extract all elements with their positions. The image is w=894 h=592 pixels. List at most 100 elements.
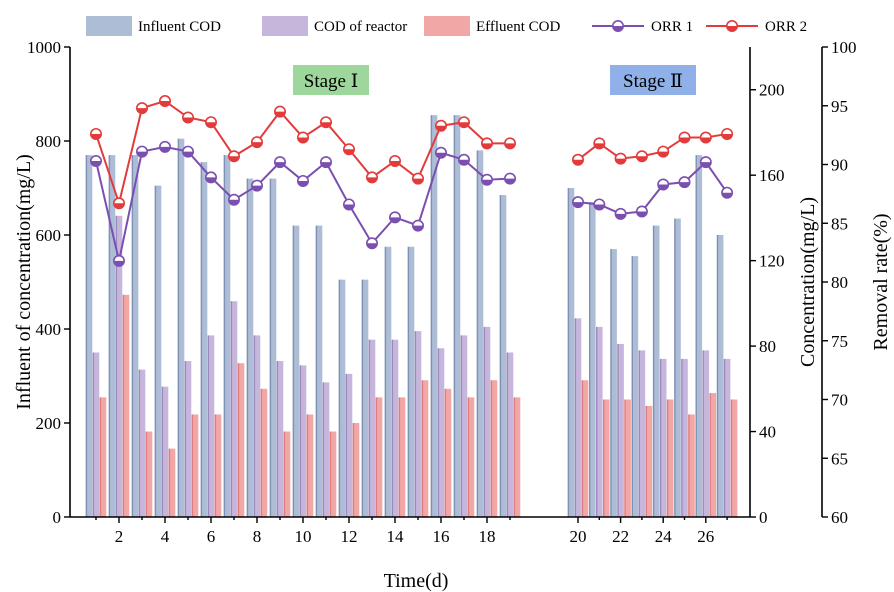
right-tick-label-160: 160 [759,166,785,185]
x-axis-title: Time(d) [384,570,449,592]
orr2-point-day-27 [721,127,734,140]
reactor-cod-bar-day-12 [345,373,353,517]
orr2-point-day-1 [90,127,103,140]
right-tick-label-40: 40 [759,423,776,442]
right-tick-label-0: 0 [759,508,768,527]
orr1-point-day-22 [614,207,627,220]
influent-cod-bar-day-3 [131,155,139,517]
effluent-cod-bar-day-2 [122,294,130,517]
orr1-point-day-14 [388,211,401,224]
legend-layer: Influent COD COD of reactor Effluent COD OR… [86,16,807,36]
removal-tick-label-75: 75 [831,332,848,351]
legend-label: ORR 1 [651,19,693,35]
legend-swatch [262,16,308,36]
removal-tick-label-65: 65 [831,449,848,468]
left-y-axis-title: Influent of concentration(mg/L) [13,154,35,409]
legend-item-2: COD of reactor [262,16,407,36]
reactor-cod-bar-day-2 [115,215,123,518]
left-tick-label-1000: 1000 [27,38,61,57]
orr1-point-day-21 [593,198,606,211]
legend-item-1: Influent COD [86,16,221,36]
reactor-cod-bar-day-18 [483,326,491,517]
left-tick-label-0: 0 [53,508,62,527]
right-tick-label-120: 120 [759,252,785,271]
reactor-cod-bar-day-3 [138,369,146,517]
reactor-cod-bar-day-8 [253,335,261,517]
effluent-cod-bar-day-22 [624,399,631,517]
reactor-cod-bar-day-25 [681,358,688,517]
influent-cod-bar-day-5 [177,138,185,517]
left-tick-label-600: 600 [36,226,62,245]
effluent-cod-bar-day-19 [513,397,521,517]
x-tick-label-10: 10 [295,527,312,546]
influent-cod-bar-day-8 [246,178,254,517]
legend-label: ORR 2 [765,19,807,35]
reactor-cod-bar-day-16 [437,348,445,517]
reactor-cod-bar-day-9 [276,361,284,517]
influent-cod-bar-day-21 [589,202,596,517]
orr2-point-day-25 [678,131,691,144]
right-tick-label-80: 80 [759,337,776,356]
orr2-point-day-2 [113,197,126,210]
orr2-point-day-21 [593,137,606,150]
influent-cod-bar-day-2 [108,155,116,517]
orr2-point-day-3 [136,102,149,115]
orr2-point-day-9 [273,105,286,118]
right-tick-label-200: 200 [759,81,785,100]
effluent-cod-bar-day-26 [709,393,717,517]
orr1-point-day-17 [457,153,470,166]
reactor-cod-bar-day-10 [299,365,307,517]
bars-layer [85,115,738,518]
x-tick-label-18: 18 [479,527,496,546]
orr2-point-day-15 [411,172,424,185]
influent-cod-bar-day-15 [407,246,415,517]
influent-cod-bar-day-16 [430,115,438,518]
effluent-cod-bar-day-14 [398,397,406,517]
orr2-point-day-6 [205,116,218,129]
stage-1-label: Stage Ⅰ [304,71,358,92]
orr2-point-day-24 [657,145,670,158]
orr1-point-day-20 [571,196,584,209]
orr2-point-day-4 [159,95,172,108]
effluent-cod-bar-day-9 [283,431,291,517]
orr2-point-day-20 [571,153,584,166]
reactor-cod-bar-day-19 [506,352,514,517]
reactor-cod-bar-day-1 [92,352,100,517]
reactor-cod-bar-day-14 [391,339,399,517]
effluent-cod-bar-day-24 [666,399,674,517]
orr1-point-day-24 [657,178,670,191]
reactor-cod-bar-day-4 [161,386,169,517]
effluent-cod-bar-day-1 [99,397,107,517]
influent-cod-bar-day-17 [453,115,461,518]
reactor-cod-bar-day-11 [322,382,330,517]
reactor-cod-bar-day-27 [723,358,731,517]
orr1-point-day-8 [251,179,264,192]
stage-1-background [293,65,369,95]
influent-cod-bar-day-14 [384,246,392,517]
stage-2-label: Stage Ⅱ [623,71,683,92]
orr2-point-day-11 [319,116,332,129]
removal-tick-label-90: 90 [831,156,848,175]
legend-label: COD of reactor [314,19,407,35]
reactor-cod-bar-day-15 [414,331,422,517]
influent-cod-bar-day-13 [361,279,369,517]
reactor-cod-bar-day-6 [207,335,215,517]
orr2-point-day-14 [388,154,401,167]
orr1-point-day-9 [273,156,286,169]
orr1-point-day-4 [159,140,172,153]
x-tick-label-2: 2 [115,527,124,546]
reactor-cod-bar-day-21 [596,326,603,517]
influent-cod-bar-day-22 [610,249,617,517]
orr1-point-day-16 [434,146,447,159]
influent-cod-bar-day-4 [154,185,162,517]
effluent-cod-bar-day-5 [191,414,199,517]
removal-tick-label-100: 100 [831,38,857,57]
removal-tick-label-95: 95 [831,97,848,116]
orr1-point-day-3 [136,145,149,158]
orr1-point-day-6 [205,171,218,184]
left-tick-label-800: 800 [36,132,62,151]
orr1-point-day-15 [411,219,424,232]
left-tick-label-400: 400 [36,320,62,339]
effluent-cod-bar-day-21 [603,399,610,517]
